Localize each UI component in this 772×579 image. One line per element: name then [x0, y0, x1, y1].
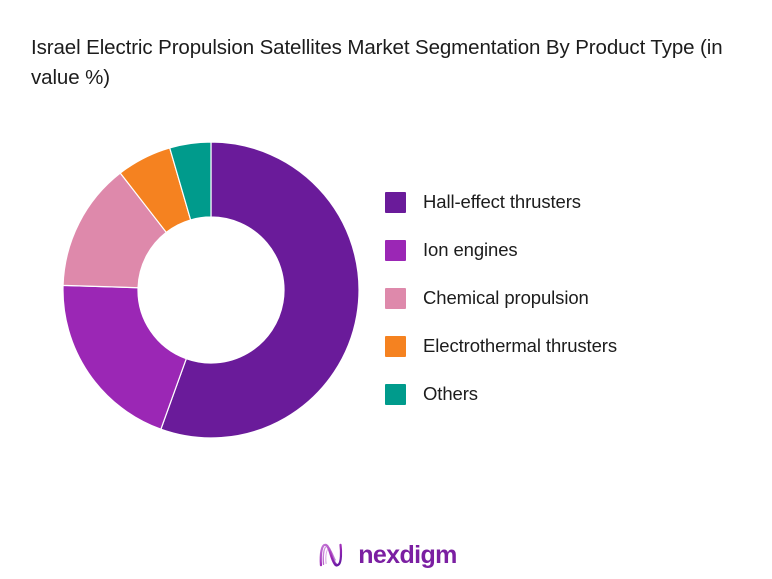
legend-swatch-electrothermal-thrusters [385, 335, 406, 357]
legend-label-electrothermal-thrusters: Electrothermal thrusters [423, 335, 617, 356]
legend-swatch-hall-effect-thrusters [385, 191, 406, 213]
legend-label-chemical-propulsion: Chemical propulsion [423, 287, 589, 308]
legend-item-hall-effect-thrusters[interactable]: Hall-effect thrusters [385, 190, 725, 214]
nexdigm-wave-n-logo-icon [319, 543, 343, 567]
donut-slice-ion-engines[interactable] [63, 284, 188, 431]
legend-item-chemical-propulsion[interactable]: Chemical propulsion [385, 286, 725, 310]
chart-legend: Hall-effect thrusters Ion engines Chemic… [385, 190, 725, 406]
legend-item-others[interactable]: Others [385, 382, 725, 406]
donut-svg [63, 142, 359, 438]
donut-slice-others[interactable] [168, 142, 212, 221]
legend-label-hall-effect-thrusters: Hall-effect thrusters [423, 191, 581, 212]
legend-swatch-others [385, 383, 406, 405]
page-title: Israel Electric Propulsion Satellites Ma… [31, 36, 723, 89]
donut-plot-area [63, 142, 359, 438]
donut-slice-group [63, 142, 359, 438]
donut-slice-hall-effect-thrusters[interactable] [160, 142, 359, 438]
legend-swatch-chemical-propulsion [385, 287, 406, 309]
legend-item-ion-engines[interactable]: Ion engines [385, 238, 725, 262]
legend-label-ion-engines: Ion engines [423, 239, 518, 260]
legend-item-electrothermal-thrusters[interactable]: Electrothermal thrusters [385, 334, 725, 358]
brand-name: nexdigm [358, 541, 457, 569]
legend-swatch-ion-engines [385, 239, 406, 261]
brand-footer: nexdigm [0, 538, 772, 572]
legend-label-others: Others [423, 383, 478, 404]
